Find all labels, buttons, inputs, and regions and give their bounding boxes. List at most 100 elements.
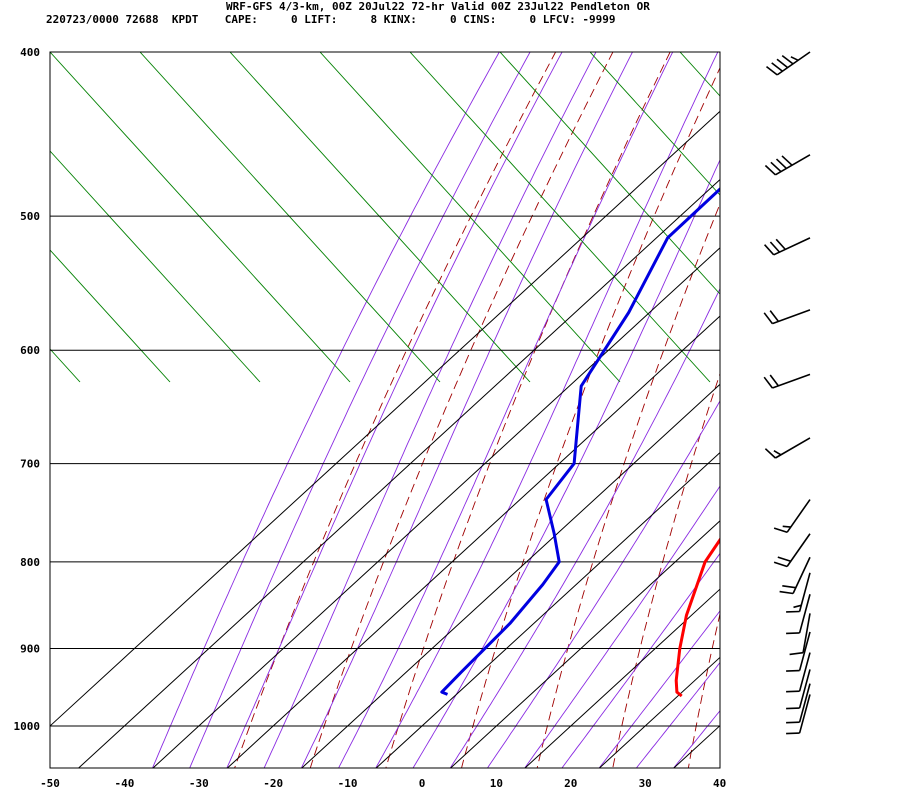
- plot-frame: [49, 51, 721, 769]
- wind-barb-staff: [786, 533, 811, 567]
- x-tick-label: 0: [419, 777, 426, 790]
- mixing-ratio-line: [50, 348, 81, 383]
- mixing-ratio-line: [770, 52, 900, 382]
- wind-barb-staff: [798, 594, 811, 634]
- y-tick-label: 900: [20, 642, 40, 655]
- wind-barb: [763, 309, 811, 325]
- moist-adiabat: [449, 287, 720, 768]
- moist-adiabat: [226, 52, 563, 768]
- moist-adiabat: [598, 610, 720, 768]
- wind-barb-feather: [786, 707, 800, 710]
- y-tick-label: 1000: [14, 720, 41, 733]
- wind-barb-staff: [792, 556, 811, 594]
- dry-adiabat: [385, 52, 671, 768]
- temperature-profile-line: [674, 537, 720, 698]
- wind-barb-staff: [798, 631, 811, 671]
- wind-barb-staff: [798, 572, 811, 612]
- x-tick-label: -40: [114, 777, 134, 790]
- wind-barb-feather: [771, 62, 783, 72]
- x-tick-label: -50: [40, 777, 60, 790]
- moist-adiabat: [300, 52, 634, 768]
- wind-barb-feather: [779, 590, 794, 595]
- dry-adiabat: [309, 52, 614, 768]
- wind-barb-feather: [786, 721, 800, 724]
- wind-barb: [764, 154, 811, 176]
- x-tick-label: -20: [263, 777, 283, 790]
- wind-barb: [789, 613, 811, 656]
- moist-adiabat: [412, 158, 720, 768]
- isotherm-line: [227, 315, 720, 768]
- wind-barb-feather: [777, 556, 791, 563]
- x-tick-label: 10: [490, 777, 503, 790]
- mixing-ratio-line: [499, 52, 720, 295]
- wind-barb-staff: [798, 669, 811, 709]
- wind-barb-feather: [786, 690, 800, 693]
- mixing-ratio-line: [139, 52, 441, 383]
- mixing-ratio-line: [409, 52, 711, 383]
- wind-barb-feather: [763, 376, 774, 389]
- y-tick-label: 600: [20, 344, 40, 357]
- dewpoint-profile-line: [440, 186, 720, 696]
- y-tick-label: 700: [20, 458, 40, 471]
- wind-barb: [773, 499, 811, 534]
- wind-barb-staff: [774, 437, 811, 459]
- mixing-ratio-line: [50, 52, 351, 383]
- wind-barb-feather: [773, 450, 782, 456]
- wind-barb: [764, 437, 811, 459]
- moist-adiabat: [338, 52, 674, 768]
- x-tick-label: 30: [639, 777, 652, 790]
- wind-barb-feather: [763, 312, 774, 325]
- mixing-ratio-line: [50, 150, 261, 383]
- wind-barb: [786, 572, 811, 613]
- wind-barb-feather: [764, 244, 775, 256]
- dry-adiabat: [234, 52, 557, 768]
- moist-adiabat: [375, 52, 719, 768]
- moist-adiabat: [561, 552, 720, 768]
- wind-barb: [766, 51, 811, 76]
- wind-barb-feather: [773, 527, 788, 534]
- dry-adiabat: [687, 611, 720, 768]
- wind-barb-feather: [782, 585, 796, 589]
- dry-adiabat: [612, 372, 720, 768]
- wind-barb-feather: [769, 310, 780, 322]
- wind-barbs: [763, 51, 811, 735]
- y-tick-label: 500: [20, 210, 40, 223]
- wind-barb-feather: [789, 651, 804, 656]
- wind-barb-feather: [786, 732, 800, 735]
- wind-barb-staff: [798, 652, 811, 692]
- wind-barb-feather: [793, 604, 802, 609]
- wind-barb-staff: [773, 237, 811, 256]
- wind-barb-feather: [769, 241, 781, 253]
- wind-barb-feather: [786, 669, 800, 672]
- mixing-ratio-line: [319, 52, 621, 383]
- wind-barb: [779, 556, 811, 595]
- mixing-ratio-line: [679, 52, 720, 97]
- wind-barb: [763, 373, 811, 389]
- isotherm-line: [524, 588, 720, 768]
- wind-barb-feather: [764, 448, 776, 459]
- wind-barb-feather: [786, 632, 800, 635]
- wind-barb-feather: [775, 158, 787, 169]
- y-axis-labels: 400 500 600 700 800 900 1000: [14, 46, 41, 733]
- mixing-ratio-line: [229, 52, 531, 383]
- wind-barb-staff: [798, 683, 811, 723]
- wind-barb: [786, 594, 811, 635]
- wind-barb-feather: [770, 161, 782, 173]
- isotherm-line: [78, 178, 720, 768]
- wind-barb: [786, 652, 811, 693]
- x-tick-label: -10: [338, 777, 358, 790]
- wind-barb: [773, 533, 811, 568]
- wind-barb-feather: [776, 58, 789, 69]
- isotherm-line: [152, 247, 720, 768]
- x-tick-label: 40: [713, 777, 726, 790]
- y-tick-label: 400: [20, 46, 40, 59]
- wind-barb: [786, 631, 811, 672]
- mixing-ratio-line: [50, 249, 171, 383]
- grid: [50, 51, 720, 768]
- station-indices-line: 220723/0000 72688 KPDT CAPE: 0 LIFT: 8 K…: [46, 13, 616, 26]
- wind-barb-feather: [773, 561, 788, 568]
- moist-adiabat: [263, 52, 597, 768]
- wind-barb-feather: [766, 65, 778, 76]
- wind-barb-staff: [798, 694, 811, 734]
